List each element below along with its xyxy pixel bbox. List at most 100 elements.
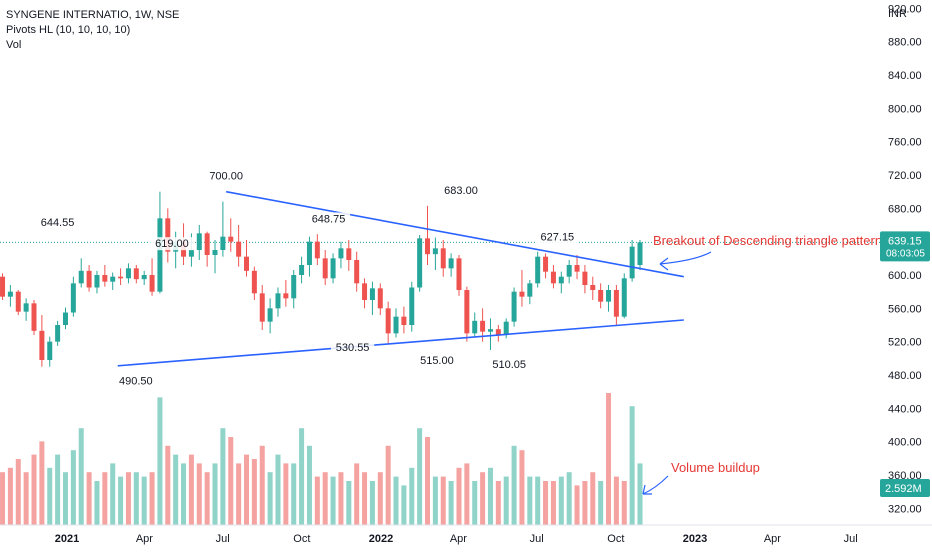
candle	[236, 225, 242, 267]
x-tick-label: Apr	[450, 533, 467, 545]
y-tick-label: 480.00	[888, 370, 922, 382]
trendline[interactable]	[117, 319, 684, 367]
volume-bar	[212, 463, 218, 525]
candle-body	[7, 291, 13, 297]
volume-bar	[606, 393, 612, 525]
volume-bar	[196, 463, 202, 525]
candle	[527, 280, 533, 305]
price-axis-bg	[880, 0, 932, 525]
indicator-label[interactable]: Pivots HL (10, 10, 10, 10)	[6, 24, 131, 36]
time-axis[interactable]: 2021 Apr Jul Oct 2022 Apr Jul Oct 2023 Apr Jul	[0, 524, 932, 550]
candle-body	[102, 275, 108, 282]
pivot-label: 683.00	[444, 185, 478, 197]
volume-bar	[275, 454, 281, 525]
candle	[629, 240, 635, 282]
volume-bar	[362, 472, 368, 525]
candle-body	[283, 293, 289, 299]
volume-annotation: Volume buildup	[671, 460, 760, 475]
volume-badge: 2.592M	[880, 479, 930, 497]
volume-label[interactable]: Vol	[6, 39, 22, 51]
candle-body	[377, 288, 383, 309]
trendlines[interactable]	[117, 190, 684, 367]
volume-bar	[566, 472, 572, 525]
candle	[472, 312, 478, 338]
candle-body	[94, 275, 100, 288]
candle	[102, 265, 108, 287]
volume-bar	[377, 472, 383, 525]
candle-body	[228, 236, 234, 242]
volume-bar	[259, 445, 265, 525]
volume-bar	[251, 459, 257, 525]
candle	[543, 253, 549, 279]
candle	[55, 320, 61, 346]
x-tick-label: 2023	[683, 533, 707, 545]
candle-body	[0, 276, 6, 297]
candle-body	[590, 285, 596, 290]
candle-body	[519, 291, 525, 297]
volume-bar	[70, 450, 76, 525]
candle	[220, 201, 226, 257]
candle-body	[480, 320, 486, 332]
candle	[401, 306, 407, 334]
candle-body	[472, 320, 478, 334]
candle-body	[62, 312, 68, 325]
candle	[362, 278, 368, 309]
candle-body	[55, 325, 61, 342]
candle-body	[354, 260, 360, 284]
volume-bar	[306, 445, 312, 525]
volume-bar	[125, 472, 131, 525]
pivot-label-bg	[150, 237, 194, 251]
volume-bar	[102, 472, 108, 525]
volume-bar	[236, 463, 242, 525]
pivot-label: 627.15	[541, 231, 575, 243]
candle	[94, 270, 100, 294]
volume-bar	[86, 472, 92, 525]
pivot-label-bg	[487, 357, 531, 371]
volume-bar	[472, 481, 478, 525]
x-tick-label: Oct	[293, 533, 310, 545]
volume-bar	[409, 467, 415, 525]
pivot-label: 644.55	[41, 217, 75, 229]
candle	[464, 286, 470, 342]
volume-bars	[0, 393, 643, 525]
candle-body	[503, 321, 509, 335]
candle	[338, 241, 344, 269]
candle	[606, 285, 612, 312]
candle	[141, 270, 147, 285]
candle	[346, 240, 352, 271]
candle-body	[338, 248, 344, 259]
volume-bar	[15, 459, 21, 525]
candle	[330, 253, 336, 284]
volume-bar	[62, 472, 68, 525]
candle-body	[236, 241, 242, 257]
pivot-label-bg	[35, 215, 80, 229]
candle-body	[409, 287, 415, 325]
volume-bar	[110, 463, 116, 525]
volume-badge-bg	[880, 479, 930, 497]
candle	[228, 218, 234, 252]
volume-bar	[267, 472, 273, 525]
candle	[118, 268, 124, 285]
volume-bar	[456, 467, 462, 525]
x-tick-label: 2022	[369, 533, 393, 545]
candle	[7, 285, 13, 307]
candle	[78, 258, 84, 288]
candle	[582, 265, 588, 294]
candle	[558, 271, 564, 294]
volume-bar	[574, 485, 580, 525]
candle-body	[259, 293, 265, 322]
candle-body	[535, 256, 541, 284]
x-tick-label: Jul	[216, 533, 230, 545]
volume-bar	[495, 481, 501, 525]
candle-body	[39, 330, 45, 360]
candle	[322, 250, 328, 285]
y-tick-label: 800.00	[888, 103, 922, 115]
candle	[377, 283, 383, 315]
volume-bar	[7, 467, 13, 525]
trendline[interactable]	[226, 190, 684, 278]
pivot-label-bg	[306, 212, 351, 226]
y-tick-label: 840.00	[888, 70, 922, 82]
